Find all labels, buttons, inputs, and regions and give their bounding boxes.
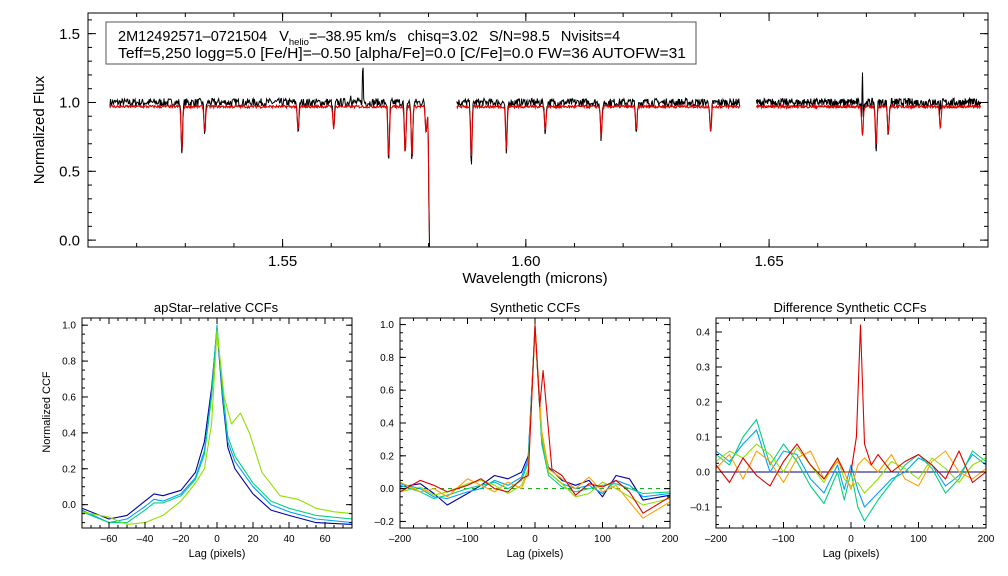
spectrum-series-observed — [456, 96, 741, 165]
y-tick-label: 0.0 — [696, 468, 710, 479]
x-tick-label: 0 — [532, 534, 538, 545]
x-tick-label: 200 — [662, 534, 679, 545]
difference-ccf-frame — [715, 317, 987, 529]
apstar-ccf-frame — [81, 317, 353, 529]
x-tick-label: 1.60 — [511, 253, 540, 270]
annotation-star-id: 2M12492571–0721504 — [118, 29, 267, 45]
y-tick-label: 0.4 — [62, 428, 76, 439]
spectrum-series-model — [755, 103, 982, 145]
ccf-series-visit-3 — [715, 443, 987, 494]
difference-ccf-xlabel: Lag (pixels) — [823, 548, 880, 560]
ccf-series-visit-1 — [399, 327, 671, 506]
annotation-line-2: Teff=5,250 logg=5.0 [Fe/H]=–0.50 [alpha/… — [118, 46, 686, 62]
annotation-chisq: chisq=3.02 — [407, 29, 478, 45]
ccf-series-visit-5 — [399, 325, 671, 519]
apstar-ccf-ylabel: Normalized CCF — [41, 371, 53, 453]
synthetic-ccf-title: Synthetic CCFs — [490, 300, 581, 315]
spectrum-series-model — [456, 103, 741, 157]
apstar-ccf-title: apStar–relative CCFs — [154, 300, 279, 315]
y-tick-label: 0.4 — [696, 328, 710, 339]
ccf-series-visit-2 — [81, 324, 353, 524]
x-tick-label: 60 — [319, 534, 331, 545]
spectrum-series-observed — [109, 67, 430, 248]
y-tick-label: –0.2 — [375, 517, 395, 528]
annotation-vhelio-value: =–38.95 km/s — [309, 29, 396, 45]
x-tick-label: –20 — [173, 534, 190, 545]
annotation-snr: S/N=98.5 — [489, 29, 550, 45]
y-tick-label: 0.5 — [59, 164, 80, 181]
spectrum-series-model — [109, 103, 431, 235]
difference-ccf-panel: Difference Synthetic CCFs –200 –100 0 100 20… — [691, 300, 995, 560]
spectrum-series-observed — [755, 72, 982, 152]
y-tick-label: 0.2 — [380, 451, 394, 462]
y-tick-label: 0.0 — [59, 232, 80, 249]
y-tick-label: 1.0 — [62, 321, 76, 332]
apstar-ccf-xlabel: Lag (pixels) — [189, 548, 246, 560]
y-tick-label: 0.6 — [62, 392, 76, 403]
y-tick-label: 0.0 — [380, 484, 394, 495]
synthetic-ccf-xlabel: Lag (pixels) — [507, 548, 564, 560]
x-tick-label: –60 — [101, 534, 118, 545]
synthetic-ccf-plot-area — [399, 324, 671, 519]
synthetic-ccf-frame — [399, 317, 671, 529]
ccf-series-visit-3 — [81, 326, 353, 524]
y-tick-label: 0.0 — [62, 500, 76, 511]
y-tick-label: 1.5 — [59, 26, 80, 43]
y-tick-label: 0.6 — [380, 386, 394, 397]
annotation-nvisits: Nvisits=4 — [561, 29, 620, 45]
synthetic-ccf-panel: Synthetic CCFs –200 –100 0 100 200 –0.2 0.0 0.2… — [375, 300, 679, 560]
ccf-series-visit-3 — [399, 325, 671, 500]
y-tick-label: 0.8 — [62, 357, 76, 368]
ccf-series-visit-6 — [399, 324, 671, 514]
y-tick-label: –0.1 — [691, 503, 711, 514]
annotation-line-1: 2M12492571–0721504 Vhelio=–38.95 km/s ch… — [118, 29, 620, 48]
spectrum-plot-area — [109, 67, 982, 248]
x-tick-label: 1.55 — [268, 253, 297, 270]
spectrum-panel: 1.55 1.60 1.65 0.0 0.5 1.0 1.5 2M12492571–0721… — [31, 12, 989, 287]
x-tick-label: 1.65 — [754, 253, 783, 270]
x-tick-label: –200 — [705, 534, 728, 545]
x-tick-label: –100 — [456, 534, 479, 545]
ccf-series-visit-2 — [399, 325, 671, 500]
x-tick-label: 0 — [214, 534, 220, 545]
difference-ccf-axis-ticks: –200 –100 0 100 200 –0.1 0.0 0.1 0.2 0.3 0.4 — [691, 318, 995, 545]
ccf-series-visit-5 — [715, 324, 987, 487]
y-tick-label: 0.8 — [380, 353, 394, 364]
y-tick-label: 1.0 — [380, 320, 394, 331]
spectrum-ylabel: Normalized Flux — [31, 75, 48, 184]
annotation-vhelio-label: V — [279, 29, 289, 45]
x-tick-label: 100 — [594, 534, 611, 545]
x-tick-label: –200 — [389, 534, 412, 545]
apstar-ccf-panel: apStar–relative CCFs –60 –40 –20 0 20 40 60 0.0… — [41, 300, 353, 560]
x-tick-label: –100 — [772, 534, 795, 545]
y-tick-label: 0.1 — [696, 433, 710, 444]
ccf-series-visit-4 — [715, 450, 987, 491]
y-tick-label: 0.3 — [696, 363, 710, 374]
annotation-vhelio-sub: helio — [289, 37, 309, 48]
spectrum-xlabel: Wavelength (microns) — [462, 270, 607, 287]
difference-ccf-title: Difference Synthetic CCFs — [774, 300, 927, 315]
difference-ccf-plot-area — [715, 324, 987, 522]
apstar-ccf-plot-area — [81, 324, 353, 525]
x-tick-label: 200 — [978, 534, 995, 545]
ccf-series-visit-4 — [81, 330, 353, 525]
x-tick-label: 100 — [910, 534, 927, 545]
y-tick-label: 0.2 — [62, 464, 76, 475]
x-tick-label: 20 — [247, 534, 259, 545]
spectrum-frame — [87, 12, 989, 248]
y-tick-label: 1.0 — [59, 95, 80, 112]
synthetic-ccf-axis-ticks: –200 –100 0 100 200 –0.2 0.0 0.2 0.4 0.6 0.8 1.0 — [375, 318, 679, 545]
y-tick-label: 0.2 — [696, 398, 710, 409]
x-tick-label: 0 — [848, 534, 854, 545]
x-tick-label: 40 — [283, 534, 295, 545]
y-tick-label: 0.4 — [380, 419, 394, 430]
spectrum-annotation-box — [105, 21, 697, 65]
ccf-series-visit-1 — [81, 328, 353, 525]
x-tick-label: –40 — [137, 534, 154, 545]
